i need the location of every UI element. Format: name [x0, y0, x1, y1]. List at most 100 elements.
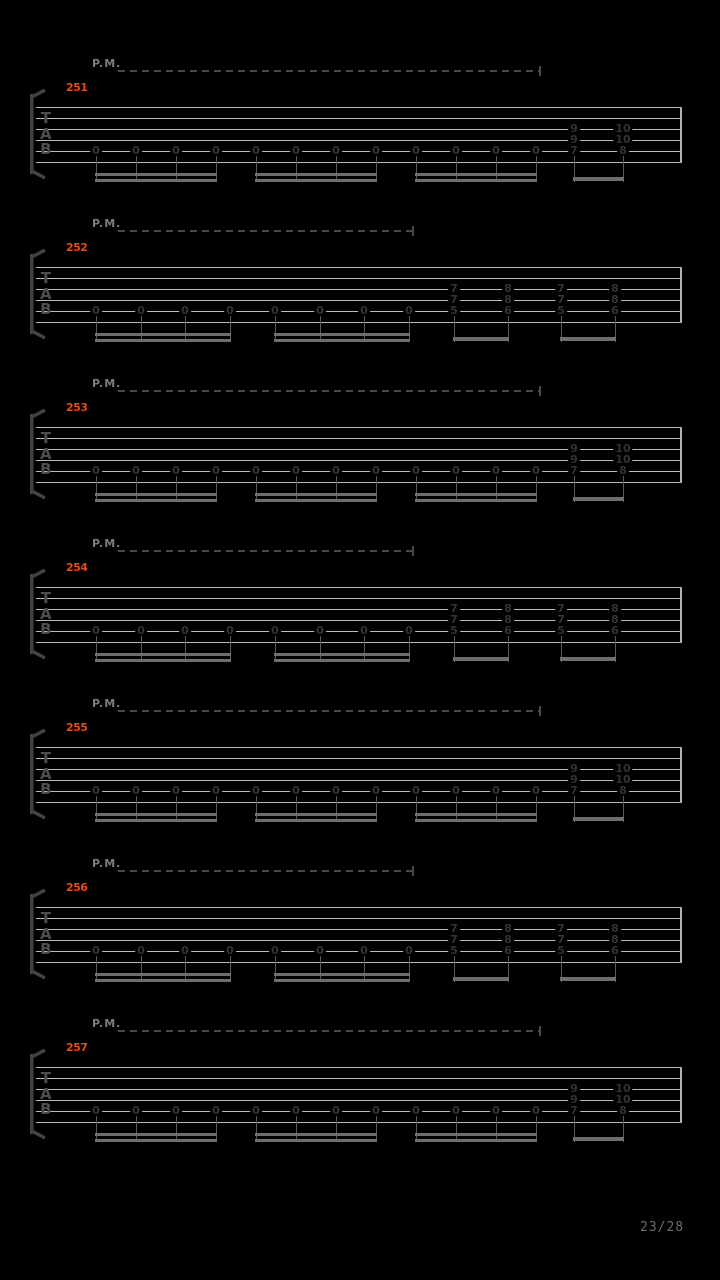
fret-number[interactable]: 7	[555, 602, 567, 615]
fret-number[interactable]: 0	[90, 144, 102, 157]
fret-number[interactable]: 6	[502, 944, 514, 957]
fret-number[interactable]: 0	[90, 464, 102, 477]
tab-system[interactable]: P.M. 253 T A B 0 0 0 0 0 0 0 0 0 0 0 0 9 9 7 10 10 8	[0, 377, 720, 509]
fret-number[interactable]: 8	[609, 602, 621, 615]
fret-number[interactable]: 0	[410, 144, 422, 157]
fret-number[interactable]: 7	[555, 282, 567, 295]
fret-number[interactable]: 0	[170, 784, 182, 797]
fret-number[interactable]: 0	[250, 464, 262, 477]
fret-number[interactable]: 7	[568, 784, 580, 797]
fret-number[interactable]: 0	[90, 1104, 102, 1117]
fret-number[interactable]: 6	[502, 624, 514, 637]
fret-number[interactable]: 8	[609, 933, 621, 946]
fret-number[interactable]: 7	[555, 933, 567, 946]
fret-number[interactable]: 9	[568, 762, 580, 775]
fret-number[interactable]: 0	[130, 144, 142, 157]
tab-system[interactable]: P.M. 252 T A B 0 0 0 0 0 0 0 0 7 7 5 8 8 6 7 7 5 8 8 6	[0, 217, 720, 349]
fret-number[interactable]: 0	[490, 144, 502, 157]
fret-number[interactable]: 0	[135, 944, 147, 957]
fret-number[interactable]: 0	[170, 464, 182, 477]
fret-number[interactable]: 8	[617, 144, 629, 157]
fret-number[interactable]: 0	[358, 944, 370, 957]
fret-number[interactable]: 6	[609, 624, 621, 637]
fret-number[interactable]: 9	[568, 442, 580, 455]
fret-number[interactable]: 5	[448, 624, 460, 637]
fret-number[interactable]: 7	[448, 282, 460, 295]
fret-number[interactable]: 0	[490, 784, 502, 797]
fret-number[interactable]: 10	[613, 133, 633, 146]
fret-number[interactable]: 0	[130, 1104, 142, 1117]
fret-number[interactable]: 0	[370, 784, 382, 797]
fret-number[interactable]: 9	[568, 453, 580, 466]
fret-number[interactable]: 0	[530, 464, 542, 477]
fret-number[interactable]: 0	[179, 304, 191, 317]
fret-number[interactable]: 8	[502, 613, 514, 626]
fret-number[interactable]: 5	[555, 624, 567, 637]
fret-number[interactable]: 0	[210, 1104, 222, 1117]
fret-number[interactable]: 0	[450, 464, 462, 477]
fret-number[interactable]: 9	[568, 133, 580, 146]
fret-number[interactable]: 10	[613, 122, 633, 135]
fret-number[interactable]: 7	[555, 613, 567, 626]
fret-number[interactable]: 10	[613, 1093, 633, 1106]
fret-number[interactable]: 8	[502, 933, 514, 946]
fret-number[interactable]: 0	[130, 784, 142, 797]
fret-number[interactable]: 0	[90, 304, 102, 317]
fret-number[interactable]: 0	[314, 624, 326, 637]
tab-system[interactable]: P.M. 251 T A B 0 0 0 0 0 0 0 0 0 0 0 0 9 9 7 10 10 8	[0, 57, 720, 189]
fret-number[interactable]: 9	[568, 122, 580, 135]
tab-system[interactable]: P.M. 257 T A B 0 0 0 0 0 0 0 0 0 0 0 0 9 9 7 10 10 8	[0, 1017, 720, 1149]
fret-number[interactable]: 0	[179, 624, 191, 637]
fret-number[interactable]: 0	[370, 144, 382, 157]
fret-number[interactable]: 0	[490, 1104, 502, 1117]
fret-number[interactable]: 0	[410, 784, 422, 797]
fret-number[interactable]: 0	[250, 1104, 262, 1117]
fret-number[interactable]: 0	[210, 144, 222, 157]
fret-number[interactable]: 9	[568, 1093, 580, 1106]
fret-number[interactable]: 9	[568, 773, 580, 786]
fret-number[interactable]: 0	[210, 784, 222, 797]
fret-number[interactable]: 8	[617, 784, 629, 797]
fret-number[interactable]: 0	[358, 624, 370, 637]
fret-number[interactable]: 8	[502, 293, 514, 306]
fret-number[interactable]: 10	[613, 442, 633, 455]
fret-number[interactable]: 8	[502, 602, 514, 615]
fret-number[interactable]: 0	[370, 1104, 382, 1117]
fret-number[interactable]: 0	[269, 944, 281, 957]
fret-number[interactable]: 5	[448, 944, 460, 957]
fret-number[interactable]: 6	[609, 944, 621, 957]
fret-number[interactable]: 0	[224, 944, 236, 957]
fret-number[interactable]: 0	[530, 1104, 542, 1117]
fret-number[interactable]: 0	[330, 464, 342, 477]
fret-number[interactable]: 0	[269, 304, 281, 317]
fret-number[interactable]: 7	[568, 144, 580, 157]
fret-number[interactable]: 5	[448, 304, 460, 317]
fret-number[interactable]: 0	[290, 784, 302, 797]
fret-number[interactable]: 10	[613, 1082, 633, 1095]
fret-number[interactable]: 0	[530, 784, 542, 797]
fret-number[interactable]: 8	[502, 922, 514, 935]
fret-number[interactable]: 8	[617, 464, 629, 477]
fret-number[interactable]: 7	[448, 922, 460, 935]
fret-number[interactable]: 0	[403, 944, 415, 957]
fret-number[interactable]: 0	[330, 144, 342, 157]
fret-number[interactable]: 6	[609, 304, 621, 317]
fret-number[interactable]: 7	[448, 293, 460, 306]
fret-number[interactable]: 7	[568, 1104, 580, 1117]
fret-number[interactable]: 0	[314, 944, 326, 957]
fret-number[interactable]: 0	[250, 784, 262, 797]
fret-number[interactable]: 0	[530, 144, 542, 157]
fret-number[interactable]: 0	[90, 784, 102, 797]
fret-number[interactable]: 0	[330, 1104, 342, 1117]
fret-number[interactable]: 10	[613, 453, 633, 466]
fret-number[interactable]: 5	[555, 944, 567, 957]
fret-number[interactable]: 0	[450, 144, 462, 157]
fret-number[interactable]: 0	[290, 1104, 302, 1117]
fret-number[interactable]: 0	[135, 304, 147, 317]
fret-number[interactable]: 7	[568, 464, 580, 477]
fret-number[interactable]: 0	[90, 944, 102, 957]
fret-number[interactable]: 0	[490, 464, 502, 477]
fret-number[interactable]: 7	[448, 602, 460, 615]
fret-number[interactable]: 7	[555, 293, 567, 306]
fret-number[interactable]: 0	[403, 624, 415, 637]
